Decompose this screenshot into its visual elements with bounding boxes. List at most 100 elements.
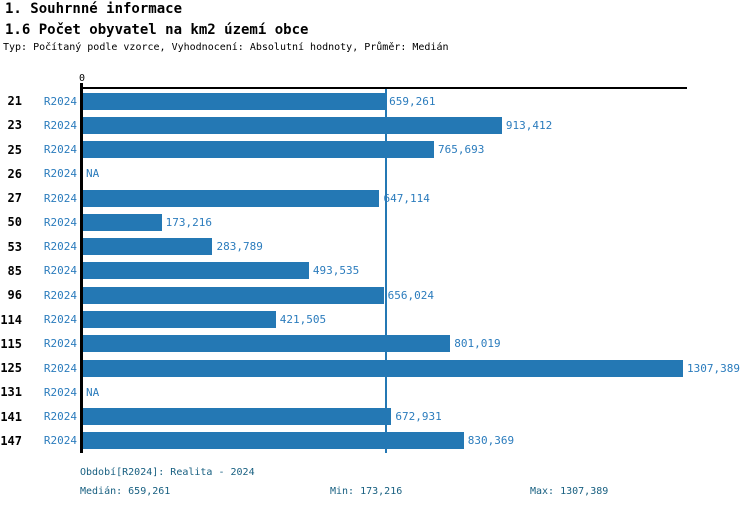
row-series-label: R2024 bbox=[43, 361, 77, 375]
row-category-label: 96 bbox=[7, 288, 22, 303]
row-series-label: R2024 bbox=[43, 385, 77, 399]
row-bar-area: 283,789 bbox=[82, 238, 687, 256]
row-category-label: 50 bbox=[7, 215, 22, 230]
row-bar-area: 421,505 bbox=[82, 311, 687, 329]
chart-row: 27 R2024 647,114 bbox=[0, 186, 750, 210]
value-bar bbox=[82, 238, 213, 256]
row-bar-area: 647,114 bbox=[82, 189, 687, 207]
row-bar-area: 830,369 bbox=[82, 432, 687, 450]
value-bar bbox=[82, 432, 464, 450]
row-category-label: 25 bbox=[7, 142, 22, 157]
chart-row: 125 R2024 1307,389 bbox=[0, 356, 750, 380]
value-bar bbox=[82, 116, 502, 134]
row-category-label: 114 bbox=[0, 312, 22, 327]
chart-row: 53 R2024 283,789 bbox=[0, 235, 750, 259]
chart-row: 115 R2024 801,019 bbox=[0, 332, 750, 356]
chart-title: 1.6 Počet obyvatel na km2 území obce bbox=[5, 22, 309, 38]
row-bar-area: 1307,389 bbox=[82, 359, 740, 377]
value-label: 659,261 bbox=[389, 94, 436, 108]
x-axis-line bbox=[82, 87, 687, 89]
value-label: 1307,389 bbox=[687, 361, 741, 375]
row-bar-area: 913,412 bbox=[82, 116, 687, 134]
row-bar-area: 659,261 bbox=[82, 92, 687, 110]
na-label: NA bbox=[86, 385, 100, 399]
value-label: 647,114 bbox=[383, 191, 430, 205]
value-bar bbox=[82, 189, 380, 207]
row-bar-area: 765,693 bbox=[82, 141, 687, 159]
row-series-label: R2024 bbox=[43, 215, 77, 229]
row-bar-area: NA bbox=[82, 384, 687, 401]
y-axis-line bbox=[80, 83, 83, 453]
chart-row: 96 R2024 656,024 bbox=[0, 283, 750, 307]
value-label: 830,369 bbox=[467, 434, 515, 448]
chart-row: 141 R2024 672,931 bbox=[0, 404, 750, 428]
footer-max-label: Max: 1307,389 bbox=[530, 486, 609, 497]
value-bar bbox=[82, 311, 276, 329]
row-series-label: R2024 bbox=[43, 313, 77, 327]
value-label: 283,789 bbox=[216, 240, 263, 254]
row-bar-area: NA bbox=[82, 165, 687, 182]
row-category-label: 27 bbox=[7, 191, 22, 206]
row-series-label: R2024 bbox=[43, 434, 77, 448]
row-series-label: R2024 bbox=[43, 118, 77, 132]
value-bar bbox=[82, 213, 162, 231]
chart-row: 25 R2024 765,693 bbox=[0, 138, 750, 162]
row-series-label: R2024 bbox=[43, 288, 77, 302]
na-label: NA bbox=[86, 167, 100, 181]
row-series-label: R2024 bbox=[43, 191, 77, 205]
value-bar bbox=[82, 359, 684, 377]
report-section-title: 1. Souhrnné informace bbox=[5, 1, 183, 17]
value-label: 656,024 bbox=[387, 288, 434, 302]
value-label: 421,505 bbox=[279, 313, 327, 327]
bar-rows-container: 21 R2024 659,261 23 R2024 913,412 25 R2024 765,6… bbox=[0, 89, 750, 453]
row-category-label: 125 bbox=[0, 361, 22, 376]
row-category-label: 21 bbox=[7, 94, 22, 109]
chart-row: 85 R2024 493,535 bbox=[0, 259, 750, 283]
row-category-label: 85 bbox=[7, 263, 22, 278]
row-category-label: 147 bbox=[0, 433, 22, 448]
row-series-label: R2024 bbox=[43, 94, 77, 108]
value-label: 173,216 bbox=[165, 215, 212, 229]
value-bar bbox=[82, 141, 434, 159]
footer-period-label: Období[R2024]: Realita - 2024 bbox=[80, 467, 255, 478]
x-axis-zero-tick-label: 0 bbox=[78, 73, 86, 84]
value-bar bbox=[82, 286, 384, 304]
value-bar bbox=[82, 262, 309, 280]
row-category-label: 141 bbox=[0, 409, 22, 424]
value-label: 801,019 bbox=[454, 337, 501, 351]
chart-row: 21 R2024 659,261 bbox=[0, 89, 750, 113]
row-bar-area: 672,931 bbox=[82, 408, 687, 426]
row-series-label: R2024 bbox=[43, 264, 77, 278]
row-bar-area: 493,535 bbox=[82, 262, 687, 280]
row-series-label: R2024 bbox=[43, 143, 77, 157]
chart-row: 131 R2024 NA bbox=[0, 380, 750, 404]
footer-min-label: Min: 173,216 bbox=[330, 486, 403, 497]
value-bar bbox=[82, 335, 451, 353]
value-label: 493,535 bbox=[312, 264, 360, 278]
chart-row: 26 R2024 NA bbox=[0, 162, 750, 186]
chart-row: 23 R2024 913,412 bbox=[0, 113, 750, 137]
row-category-label: 26 bbox=[7, 166, 22, 181]
row-bar-area: 801,019 bbox=[82, 335, 687, 353]
chart-row: 50 R2024 173,216 bbox=[0, 210, 750, 234]
row-category-label: 115 bbox=[0, 336, 22, 351]
row-bar-area: 173,216 bbox=[82, 213, 687, 231]
median-reference-line bbox=[385, 89, 387, 453]
value-bar bbox=[82, 92, 386, 110]
row-bar-area: 656,024 bbox=[82, 286, 687, 304]
footer-median-label: Medián: 659,261 bbox=[80, 486, 171, 497]
row-series-label: R2024 bbox=[43, 240, 77, 254]
value-bar bbox=[82, 408, 392, 426]
row-series-label: R2024 bbox=[43, 167, 77, 181]
row-series-label: R2024 bbox=[43, 410, 77, 424]
row-series-label: R2024 bbox=[43, 337, 77, 351]
chart-meta-line: Typ: Počítaný podle vzorce, Vyhodnocení:… bbox=[3, 42, 449, 53]
chart-row: 147 R2024 830,369 bbox=[0, 429, 750, 453]
row-category-label: 131 bbox=[0, 385, 22, 400]
value-label: 765,693 bbox=[438, 143, 485, 157]
chart-row: 114 R2024 421,505 bbox=[0, 307, 750, 331]
value-label: 913,412 bbox=[505, 118, 553, 132]
row-category-label: 23 bbox=[7, 118, 22, 133]
row-category-label: 53 bbox=[7, 239, 22, 254]
